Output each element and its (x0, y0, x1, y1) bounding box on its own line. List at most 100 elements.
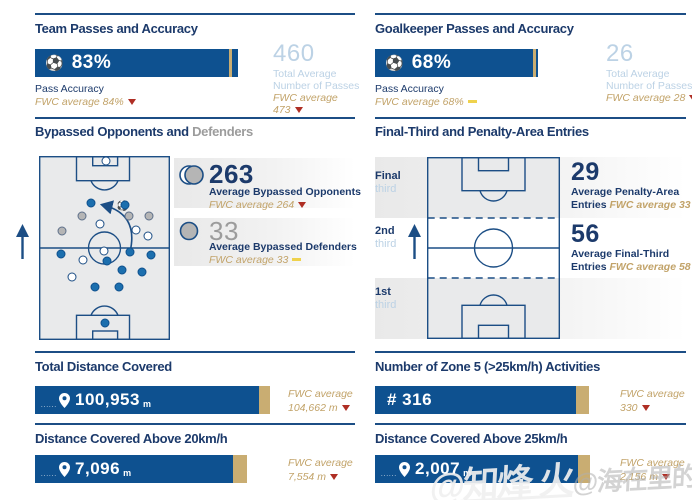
third-label-2nd: 2nd (375, 225, 395, 237)
panel-title-total-distance: Total Distance Covered (35, 359, 172, 374)
stat-band (174, 158, 355, 208)
fwc-average-tick (229, 49, 232, 77)
above25-bar: ...... 2,007 m (375, 455, 578, 483)
fwc-average-gap-bar (578, 455, 590, 483)
player-dot-blue (56, 249, 66, 259)
fwc-average-text: 330 (620, 402, 638, 414)
bypassed-opponents-icon (179, 165, 204, 185)
gk-total-passes-label-2: Number of Passes (606, 80, 692, 92)
third-word: third (375, 299, 397, 311)
fwc-average-tick (533, 49, 536, 77)
player-dot-white (131, 225, 141, 235)
player-dot-gray (57, 226, 67, 236)
trend-down-icon (641, 405, 650, 411)
panel-title-zone5: Number of Zone 5 (>25km/h) Activities (375, 359, 601, 374)
trend-down-icon (298, 202, 307, 208)
bypassed-opponents-label: Average Bypassed Opponents (209, 186, 361, 198)
third-label-1st: 1st (375, 286, 391, 298)
attack-direction-arrow (408, 224, 421, 259)
fwc-average-gap-bar (233, 455, 247, 483)
player-dots-layer: ⚽ (39, 156, 170, 340)
fwc-average-text: FWC average 84% (35, 96, 124, 108)
total-passes-value: 460 (273, 40, 315, 67)
fwc-average-gap-bar (259, 386, 270, 414)
pass-accuracy-label: Pass Accuracy (35, 83, 104, 95)
fwc-average-value: FWC average 28 (606, 92, 692, 104)
fwc-average-value: 473 (273, 104, 303, 116)
zone5-value: # 316 (387, 390, 433, 409)
watermark-handle-1: @知烽 火 (429, 458, 575, 500)
player-dot-blue (86, 198, 96, 208)
entries-word: Entries (571, 261, 610, 273)
total-passes-label-2: Number of Passes (273, 80, 360, 92)
panel-title-entries: Final-Third and Penalty-Area Entries (375, 124, 589, 139)
above20-bar: ...... 7,096 m (35, 455, 233, 483)
fwc-average-text: FWC average 58 (609, 261, 691, 273)
soccer-ball-icon: ⚽ (385, 54, 404, 72)
trail-dots: ...... (381, 472, 398, 478)
player-dot-white (67, 272, 77, 282)
penalty-area-entries-label: Average Penalty-Area (571, 186, 680, 198)
total-distance-bar: ...... 100,953 m (35, 386, 259, 414)
divider (375, 117, 686, 119)
gk-total-passes-value: 26 (606, 40, 634, 67)
fwc-average-note: FWC average 68% (375, 96, 477, 108)
pass-arrow (99, 200, 133, 253)
player-dot-white (101, 156, 111, 166)
gk-total-passes-label-1: Total Average (606, 68, 670, 80)
fwc-average-value: 7,554 m (288, 471, 338, 483)
player-dot-blue (102, 256, 112, 266)
trend-down-icon (689, 95, 692, 101)
player-dot-white (95, 219, 105, 229)
fwc-average-text: FWC average 68% (375, 96, 464, 108)
meters-unit: m (142, 399, 151, 409)
fwc-average-value: 104,662 m (288, 402, 350, 414)
player-dot-blue (137, 267, 147, 277)
divider (35, 423, 355, 425)
trend-down-icon (329, 474, 338, 480)
title-main: Bypassed Opponents and (35, 124, 193, 139)
fwc-average-text: FWC average 33 (209, 254, 289, 266)
panel-title-gk-passes: Goalkeeper Passes and Accuracy (375, 21, 574, 36)
third-label-final: Final (375, 170, 401, 182)
trend-down-icon (661, 474, 670, 480)
player-dot-blue (100, 318, 110, 328)
trend-down-icon (341, 405, 350, 411)
fwc-average-label: FWC average (620, 388, 685, 400)
player-dot-blue (117, 265, 127, 275)
fwc-average-note: FWC average 84% (35, 96, 136, 108)
player-dot-blue (120, 200, 130, 210)
total-passes-label-1: Total Average (273, 68, 337, 80)
fwc-average-label: FWC average (288, 457, 353, 469)
location-pin-icon (59, 461, 71, 477)
bypassed-opponents-value: 263 (209, 159, 254, 189)
fwc-average-text: FWC average 33 (609, 199, 691, 211)
fwc-average-text: 7,554 m (288, 471, 326, 483)
divider (375, 13, 686, 15)
gk-pass-accuracy-bar: ⚽ 68% (375, 49, 538, 77)
bypassed-defenders-value: 33 (209, 216, 239, 246)
pass-accuracy-label: Pass Accuracy (375, 83, 444, 95)
fwc-average-label: FWC average (620, 457, 685, 469)
bypassed-defenders-icon (179, 221, 199, 241)
above25-value: 2,007 (415, 459, 461, 478)
divider (35, 351, 355, 353)
attack-direction-arrow (16, 224, 29, 259)
final-third-entries-label-2: Entries FWC average 58 (571, 261, 692, 273)
divider (375, 423, 686, 425)
trend-down-icon (294, 107, 303, 113)
divider (35, 13, 355, 15)
above20-value: 7,096 (75, 459, 121, 478)
gk-pass-accuracy-value: 68% (411, 52, 452, 73)
final-third-entries-label: Average Final-Third (571, 248, 670, 260)
soccer-ball-icon: ⚽ (45, 54, 64, 72)
trail-dots: ...... (41, 403, 58, 409)
player-dot-gray (77, 211, 87, 221)
meters-unit: m (463, 468, 472, 478)
trend-even-icon (467, 100, 477, 103)
trend-down-icon (127, 99, 136, 105)
final-third-entries-value: 56 (571, 220, 600, 248)
location-pin-icon (59, 392, 71, 408)
panel-title-team-passes: Team Passes and Accuracy (35, 21, 198, 36)
